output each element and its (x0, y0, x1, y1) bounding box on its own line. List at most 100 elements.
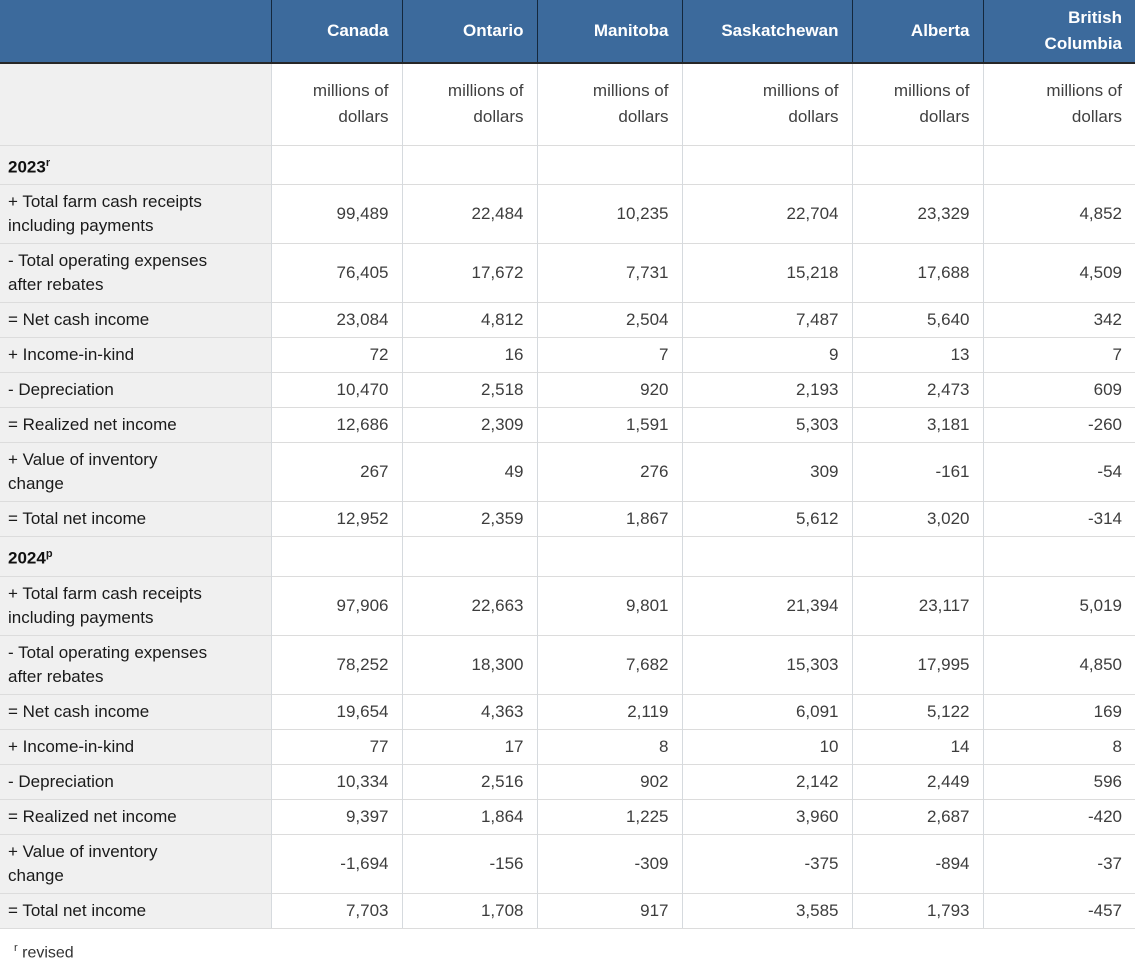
data-cell-ontario: 17,672 (401, 243, 537, 303)
data-cell-canada: 267 (270, 442, 402, 502)
data-cell-manitoba: 1,225 (536, 798, 682, 835)
row-label-cell: - Depreciation (0, 372, 271, 408)
data-cell-saskatchewan: 21,394 (681, 575, 852, 636)
unit-cell-british-columbia: millions of dollars (982, 63, 1135, 145)
row-label: - Depreciation (8, 771, 114, 791)
year-label: 2024p (0, 536, 271, 577)
data-cell-canada: 78,252 (270, 634, 402, 695)
unit-cell-ontario: millions of dollars (401, 63, 537, 145)
data-cell-ontario: 2,359 (401, 501, 537, 537)
data-cell-canada: 99,489 (270, 184, 402, 244)
data-cell-manitoba: -309 (536, 833, 682, 894)
data-cell-alberta: 5,640 (851, 302, 983, 338)
data-cell-british-columbia: 342 (982, 302, 1135, 338)
data-cell-saskatchewan: 3,960 (681, 798, 852, 835)
column-header-british-columbia: British Columbia (982, 0, 1135, 64)
column-header-saskatchewan: Saskatchewan (681, 0, 852, 64)
table-row-net-cash-income: = Net cash income 23,084 4,812 2,504 7,487 5,… (0, 302, 1135, 338)
data-cell-manitoba: 7 (536, 337, 682, 373)
data-cell-saskatchewan: 9 (681, 337, 852, 373)
data-cell-canada: 10,334 (270, 763, 402, 800)
unit-label: millions of dollars (893, 81, 970, 127)
data-cell-ontario: 4,363 (401, 693, 537, 730)
unit-cell-manitoba: millions of dollars (536, 63, 682, 145)
year-flag: p (45, 548, 53, 561)
row-label: - Total operating expenses after rebates (8, 642, 208, 686)
row-label-cell: = Total net income (0, 501, 271, 537)
row-label: + Value of inventory change (8, 450, 158, 494)
data-cell-ontario: 16 (401, 337, 537, 373)
data-cell-ontario: 17 (401, 728, 537, 765)
data-cell-manitoba: 7,682 (536, 634, 682, 695)
row-label-cell: = Net cash income (0, 302, 271, 338)
data-cell-manitoba: 1,867 (536, 501, 682, 537)
table-body: 2023r + Total farm cash receipts includin… (0, 144, 1135, 929)
data-cell-canada: 77 (270, 728, 402, 765)
data-cell-alberta: 23,117 (851, 575, 983, 636)
row-label-cell: + Total farm cash receipts including pay… (0, 575, 271, 636)
data-cell-saskatchewan: 10 (681, 728, 852, 765)
data-cell-saskatchewan: 22,704 (681, 184, 852, 244)
data-cell-british-columbia: 4,852 (982, 184, 1135, 244)
year-row-2023: 2023r (0, 144, 1135, 185)
row-label-cell: + Income-in-kind (0, 337, 271, 373)
data-cell-canada: 7,703 (270, 892, 402, 929)
data-cell-alberta: 5,122 (851, 693, 983, 730)
data-cell-ontario: 2,518 (401, 372, 537, 408)
data-cell-canada: -1,694 (270, 833, 402, 894)
table-row-realized-net-income: = Realized net income 9,397 1,864 1,225 3,96… (0, 798, 1135, 835)
row-label: + Total farm cash receipts including pay… (8, 192, 202, 236)
table-row-total-operating-expenses-after-rebates: - Total operating expenses after rebates… (0, 634, 1135, 695)
data-cell-british-columbia: 4,509 (982, 243, 1135, 303)
row-label-cell: = Net cash income (0, 693, 271, 730)
data-cell-ontario: 4,812 (401, 302, 537, 338)
row-label-cell: + Value of inventory change (0, 833, 271, 894)
unit-label: millions of dollars (762, 81, 839, 127)
data-cell-manitoba: 1,591 (536, 407, 682, 443)
unit-row: millions of dollars millions of dollars mi… (0, 63, 1135, 145)
data-cell-manitoba: 7,731 (536, 243, 682, 303)
row-label: + Income-in-kind (8, 736, 135, 756)
empty-cell (982, 144, 1135, 185)
unit-cell-canada: millions of dollars (270, 63, 402, 145)
data-cell-alberta: 13 (851, 337, 983, 373)
footnote-text: revised (22, 944, 74, 962)
data-cell-manitoba: 920 (536, 372, 682, 408)
data-cell-british-columbia: 169 (982, 693, 1135, 730)
table-row-net-cash-income: = Net cash income 19,654 4,363 2,119 6,091 5,… (0, 693, 1135, 730)
data-cell-british-columbia: 5,019 (982, 575, 1135, 636)
data-cell-canada: 9,397 (270, 798, 402, 835)
unit-row-label-cell (0, 63, 271, 145)
data-cell-canada: 72 (270, 337, 402, 373)
table-row-realized-net-income: = Realized net income 12,686 2,309 1,591 5,3… (0, 407, 1135, 443)
table-row-total-net-income: = Total net income 7,703 1,708 917 3,585 1,79… (0, 892, 1135, 929)
row-label-cell: + Total farm cash receipts including pay… (0, 184, 271, 244)
data-cell-manitoba: 10,235 (536, 184, 682, 244)
row-label: + Income-in-kind (8, 345, 135, 365)
data-cell-british-columbia: 596 (982, 763, 1135, 800)
year-text: 2024 (8, 548, 46, 568)
row-label-cell: = Realized net income (0, 798, 271, 835)
column-header-ontario: Ontario (401, 0, 537, 64)
data-cell-ontario: 22,663 (401, 575, 537, 636)
data-cell-canada: 12,686 (270, 407, 402, 443)
data-cell-saskatchewan: 3,585 (681, 892, 852, 929)
data-cell-canada: 19,654 (270, 693, 402, 730)
data-cell-canada: 10,470 (270, 372, 402, 408)
empty-cell (681, 536, 852, 577)
data-cell-british-columbia: -260 (982, 407, 1135, 443)
table-row-total-net-income: = Total net income 12,952 2,359 1,867 5,612 3… (0, 501, 1135, 537)
data-cell-ontario: -156 (401, 833, 537, 894)
table-row-total-farm-cash-receipts-including-payments: + Total farm cash receipts including pay… (0, 184, 1135, 244)
data-cell-manitoba: 9,801 (536, 575, 682, 636)
data-cell-alberta: 1,793 (851, 892, 983, 929)
data-cell-alberta: 14 (851, 728, 983, 765)
data-cell-ontario: 18,300 (401, 634, 537, 695)
empty-cell (536, 536, 682, 577)
row-label-cell: = Realized net income (0, 407, 271, 443)
table-row-total-farm-cash-receipts-including-payments: + Total farm cash receipts including pay… (0, 575, 1135, 636)
empty-cell (681, 144, 852, 185)
empty-cell (536, 144, 682, 185)
data-cell-alberta: 17,995 (851, 634, 983, 695)
data-cell-alberta: -894 (851, 833, 983, 894)
